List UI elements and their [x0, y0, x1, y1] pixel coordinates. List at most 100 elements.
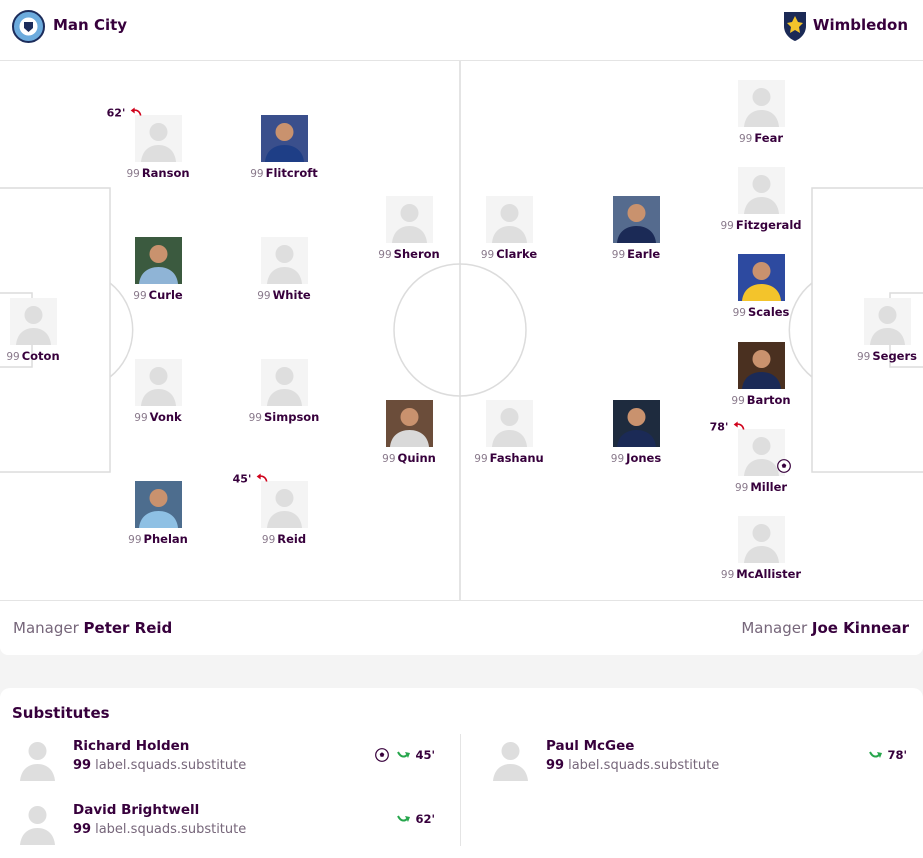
player-number: 99: [133, 290, 147, 302]
player-name: Reid: [277, 532, 307, 546]
player-label: 99 Scales: [733, 305, 790, 319]
player-label: 99 Earle: [612, 247, 660, 261]
player-number: 99: [739, 133, 753, 145]
player-label: 99 Fashanu: [474, 451, 543, 465]
player-label: 99 Curle: [133, 288, 182, 302]
home-manager: Manager Peter Reid: [13, 619, 172, 637]
player-avatar: [260, 115, 308, 162]
goal-icon: [375, 748, 390, 762]
player-number: 99: [480, 249, 495, 261]
player-name: Quinn: [397, 451, 436, 465]
player-avatar: [737, 342, 785, 389]
player-avatar: [485, 400, 533, 447]
player-number: 99: [474, 453, 488, 465]
goal-icon: [777, 458, 791, 473]
player-label: 99 Simpson: [249, 410, 320, 424]
player-number: 99: [126, 168, 140, 180]
sub-on-icon: [397, 814, 411, 824]
player-avatar: [737, 254, 785, 301]
player-number: 99: [250, 168, 264, 180]
sub-off-icon: [732, 421, 745, 434]
player-avatar: [260, 481, 308, 528]
sub-avatar: [14, 798, 61, 845]
manager-name: Peter Reid: [83, 619, 173, 637]
sub-on: 78': [869, 748, 907, 762]
player-name: Barton: [746, 393, 791, 407]
sub-off-icon: [129, 107, 142, 120]
player-number: 99: [134, 412, 148, 424]
sub-minute: 78': [709, 420, 729, 434]
player-name: McAllister: [736, 567, 802, 581]
player-label: 99 Coton: [6, 349, 59, 363]
player-label: 99 Reid: [262, 532, 306, 546]
player-label: 99 White: [257, 288, 311, 302]
player-label: 99 Flitcroft: [250, 166, 318, 180]
player-number: 99: [720, 220, 734, 232]
player-avatar: [134, 481, 182, 528]
player-name: Miller: [750, 480, 788, 494]
sub-number: 99: [73, 822, 92, 837]
substitution-off: 62': [107, 107, 142, 120]
player-name: Simpson: [264, 410, 320, 424]
player-name: Curle: [148, 288, 183, 302]
home-crest: [12, 10, 45, 43]
sub-on: 62': [397, 812, 435, 826]
player-label: 99 Vonk: [134, 410, 181, 424]
player-avatar: [485, 196, 533, 243]
player-name: Scales: [747, 305, 790, 319]
player-avatar: [385, 400, 433, 447]
player-avatar: [737, 429, 785, 476]
player-avatar: [9, 298, 57, 345]
player-label: 99 Ranson: [126, 166, 189, 180]
player-label: 99 Sheron: [378, 247, 439, 261]
player-name: White: [272, 288, 311, 302]
away-team-name: Wimbledon: [812, 16, 908, 34]
substitutes-panel: Substitutes Richard Holden 99 label.squads…: [0, 688, 923, 858]
player-number: 99: [720, 569, 735, 581]
sub-role: 99 label.squads.substitute: [546, 758, 719, 773]
sub-on: 45': [375, 748, 435, 762]
player-label: 99 McAllister: [721, 567, 801, 581]
sub-on-icon: [869, 750, 883, 760]
player-avatar: [385, 196, 433, 243]
sub-minute: 62': [415, 812, 435, 826]
player-avatar: [612, 196, 660, 243]
player-number: 99: [382, 453, 396, 465]
sub-minute: 45': [415, 748, 435, 762]
player-name: Ranson: [141, 166, 190, 180]
sub-role: 99 label.squads.substitute: [73, 758, 246, 773]
manager-name: Joe Kinnear: [811, 619, 909, 637]
player-avatar: [737, 167, 785, 214]
player-number: 99: [128, 534, 142, 546]
player-avatar: [737, 516, 785, 563]
header: Man City Wimbledon: [0, 0, 923, 61]
player-label: 99 Miller: [735, 480, 787, 494]
player-number: 99: [248, 412, 262, 424]
player-name: Segers: [872, 349, 918, 363]
player-number: 99: [611, 249, 626, 261]
player-avatar: [863, 298, 911, 345]
player-name: Fashanu: [489, 451, 544, 465]
sub-on-icon: [397, 750, 411, 760]
player-label: 99 Jones: [611, 451, 661, 465]
player-name: Flitcroft: [265, 166, 318, 180]
player-label: 99 Fitzgerald: [720, 218, 801, 232]
away-crest: [784, 12, 806, 41]
player-avatar: [612, 400, 660, 447]
player-number: 99: [6, 351, 20, 363]
player-name: Phelan: [143, 532, 188, 546]
sub-role-text: label.squads.substitute: [95, 758, 247, 773]
player-name: Fear: [754, 131, 783, 145]
sub-role: 99 label.squads.substitute: [73, 822, 246, 837]
pitch: 99 Ranson 62' 99 Flitcroft 99 Sheron 99 Curle 99 W…: [0, 61, 923, 601]
player-avatar: [134, 237, 182, 284]
player-label: 99 Clarke: [481, 247, 537, 261]
sub-minute: 62': [106, 106, 126, 120]
player-avatar: [134, 115, 182, 162]
sub-minute: 45': [232, 472, 252, 486]
player-label: 99 Phelan: [128, 532, 188, 546]
player-avatar: [260, 237, 308, 284]
player-avatar: [134, 359, 182, 406]
player-name: Jones: [626, 451, 662, 465]
